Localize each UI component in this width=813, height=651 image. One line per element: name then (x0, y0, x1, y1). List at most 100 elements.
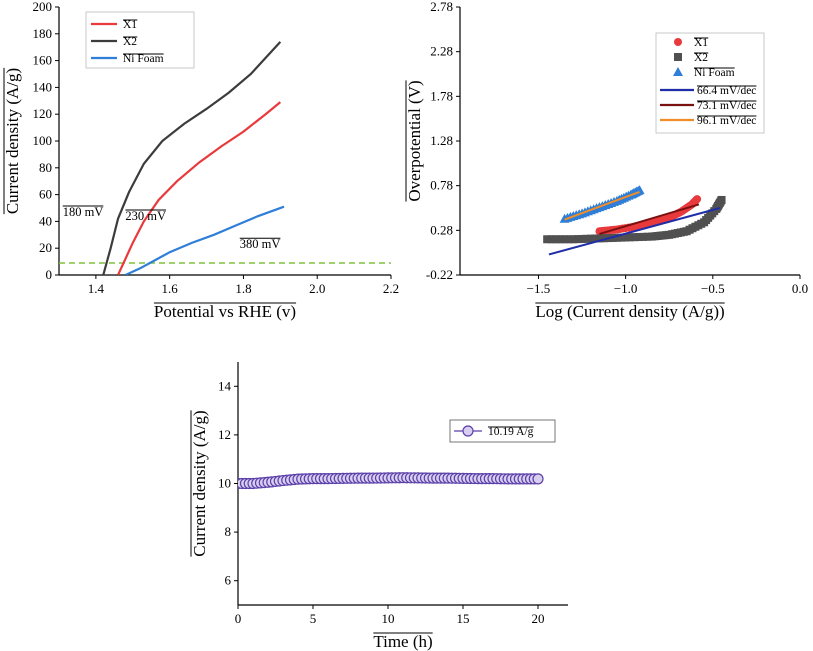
y-tick-label: 0.78 (430, 178, 453, 193)
data-point-x2 (634, 233, 643, 242)
y-tick-label: 60 (39, 187, 52, 202)
data-point-x2 (551, 235, 560, 244)
y-tick-label: 1.78 (430, 88, 453, 103)
y-tick-label: 100 (33, 133, 53, 148)
y-axis-title-group: Current density (A/g) (3, 67, 22, 215)
legend-fit-label-group: 96.1 mV/dec (697, 115, 757, 127)
data-point-x2 (591, 234, 600, 243)
series-line-x1 (117, 101, 282, 275)
legend-fit-label: 96.1 mV/dec (697, 115, 756, 127)
plot-area (238, 472, 544, 490)
legend-marker (673, 67, 683, 76)
legend-label-group: X2 (694, 52, 709, 64)
data-point-x2 (556, 235, 565, 244)
onset-annotation-group: 180 mV (62, 205, 104, 219)
x-tick-label: −1.0 (614, 281, 638, 296)
legend-label: 10.19 A/g (488, 426, 534, 438)
legend-label-group: Ni Foam (694, 67, 735, 79)
x-tick-label: −0.5 (701, 281, 725, 296)
legend-fit-label: 73.1 mV/dec (697, 100, 756, 112)
series-line-ni-foam (124, 205, 285, 275)
series-line-x2 (102, 41, 282, 275)
x-tick-label: 15 (457, 611, 470, 626)
data-point-x2 (626, 233, 634, 242)
data-point-x2 (630, 233, 639, 242)
y-axis-title-group: Overpotential (V) (405, 80, 424, 202)
onset-annotation-group: 230 mV (125, 209, 167, 223)
y-tick-label: 0.28 (430, 222, 453, 237)
legend-label: Ni Foam (123, 53, 164, 65)
data-point-x2 (569, 235, 578, 244)
y-tick-label: 10 (218, 476, 231, 491)
plot-area (543, 185, 726, 256)
x-tick-label: 10 (382, 611, 395, 626)
legend-label: X2 (694, 52, 708, 64)
data-point-x2 (586, 234, 595, 243)
data-point-x2 (643, 232, 652, 241)
data-point-x2 (612, 233, 621, 242)
y-tick-label: 14 (218, 378, 232, 393)
tafel-fit-line (599, 203, 700, 235)
legend-label: Ni Foam (694, 67, 735, 79)
y-tick-label: -0.22 (426, 267, 453, 282)
data-point-x2 (543, 235, 552, 244)
legend-label-group: X1 (123, 19, 138, 31)
x-tick-label: 1.6 (162, 281, 179, 296)
legend-label-group: X1 (694, 37, 709, 49)
data-point-x2 (578, 234, 587, 243)
x-axis-title-group: Potential vs RHE (v) (153, 302, 297, 321)
y-tick-label: 1.28 (430, 133, 453, 148)
onset-annotation-group: 380 mV (239, 237, 281, 251)
onset-annotation: 230 mV (125, 209, 166, 223)
y-axis-title: Current density (A/g) (3, 68, 22, 214)
legend-fit-label-group: 66.4 mV/dec (697, 85, 757, 97)
legend-label-group: X2 (123, 36, 138, 48)
legend-label: X2 (123, 36, 137, 48)
y-tick-label: 140 (33, 79, 53, 94)
legend-fit-label-group: 73.1 mV/dec (697, 100, 757, 112)
x-axis-title: Time (h) (373, 632, 432, 651)
data-point-x2 (573, 235, 582, 244)
legend-fit-label: 66.4 mV/dec (697, 85, 756, 97)
data-point-x2 (717, 195, 726, 204)
x-tick-label: 1.8 (235, 281, 251, 296)
data-point-x2 (547, 235, 556, 244)
data-point-x1 (693, 195, 702, 204)
data-point-x2 (639, 232, 648, 241)
x-tick-label: 20 (532, 611, 545, 626)
y-tick-label: 200 (33, 0, 53, 14)
data-point-x2 (621, 233, 630, 242)
data-point-x2 (617, 233, 626, 242)
legend-label-group: 10.19 A/g (488, 426, 534, 438)
y-tick-label: 6 (225, 573, 232, 588)
y-tick-label: 180 (33, 26, 53, 41)
legend-marker (674, 38, 682, 46)
legend-marker (462, 425, 474, 437)
data-point-x2 (599, 234, 608, 243)
x-axis-title-group: Time (h) (373, 632, 433, 651)
y-tick-label: 2.78 (430, 0, 453, 14)
x-tick-label: 0.0 (792, 281, 808, 296)
tafel-fit-line (564, 190, 640, 221)
data-point-x2 (582, 234, 591, 243)
x-tick-label: 0 (235, 611, 242, 626)
y-tick-label: 2.28 (430, 44, 453, 59)
x-tick-label: −1.5 (527, 281, 551, 296)
y-tick-label: 120 (33, 106, 53, 121)
y-tick-label: 160 (33, 53, 53, 68)
legend-marker (674, 53, 682, 61)
x-axis-title: Log (Current density (A/g)) (535, 302, 724, 321)
onset-annotation: 180 mV (63, 205, 104, 219)
x-axis-title: Potential vs RHE (v) (154, 302, 296, 321)
y-axis-title-group: Current density (A/g) (190, 410, 209, 557)
legend-label: X1 (123, 19, 137, 31)
legend-box (449, 419, 556, 443)
x-tick-label: 1.4 (88, 281, 105, 296)
y-tick-label: 20 (39, 240, 52, 255)
y-tick-label: 12 (218, 427, 231, 442)
tafel-fit-line (548, 207, 721, 256)
y-tick-label: 80 (39, 160, 52, 175)
panel-stability: 0 5 10 15 20 6 8 10 12 14 Time (h) Current density … (190, 362, 568, 651)
onset-annotation: 380 mV (240, 237, 281, 251)
y-tick-label: 40 (39, 213, 52, 228)
